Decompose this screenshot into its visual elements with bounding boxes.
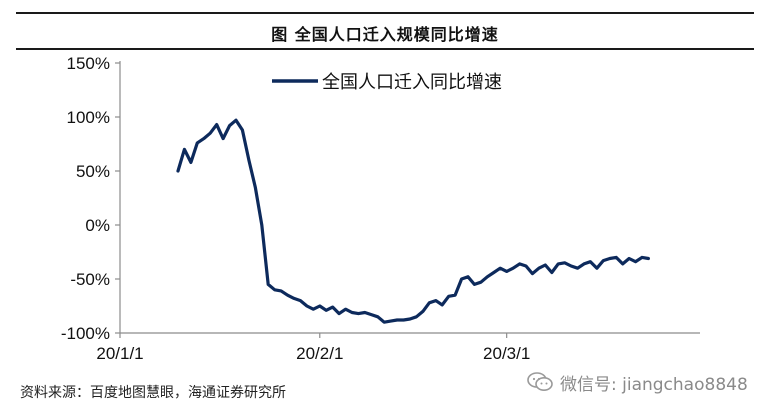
source-note: 资料来源：百度地图慧眼，海通证券研究所: [20, 385, 286, 401]
y-tick-label: 50%: [76, 162, 110, 181]
x-tick-label: 20/3/1: [483, 344, 530, 363]
y-tick-label: -50%: [70, 270, 110, 289]
wechat-icon: [527, 372, 553, 391]
x-tick-label: 20/1/1: [96, 344, 143, 363]
x-tick-label: 20/2/1: [296, 344, 343, 363]
watermark: 微信号: jiangchao8848: [526, 369, 748, 395]
y-tick-label: 0%: [85, 216, 110, 235]
watermark-text: 微信号: jiangchao8848: [560, 374, 748, 395]
page-title: 图 全国人口迁入规模同比增速: [271, 25, 499, 44]
y-tick-label: 150%: [67, 54, 110, 73]
y-tick-label: -100%: [61, 324, 110, 343]
legend-label: 全国人口迁入同比增速: [322, 72, 502, 93]
series-line: [176, 118, 650, 324]
chart-header: 图 全国人口迁入规模同比增速: [16, 12, 754, 50]
y-tick-label: 100%: [67, 108, 110, 127]
